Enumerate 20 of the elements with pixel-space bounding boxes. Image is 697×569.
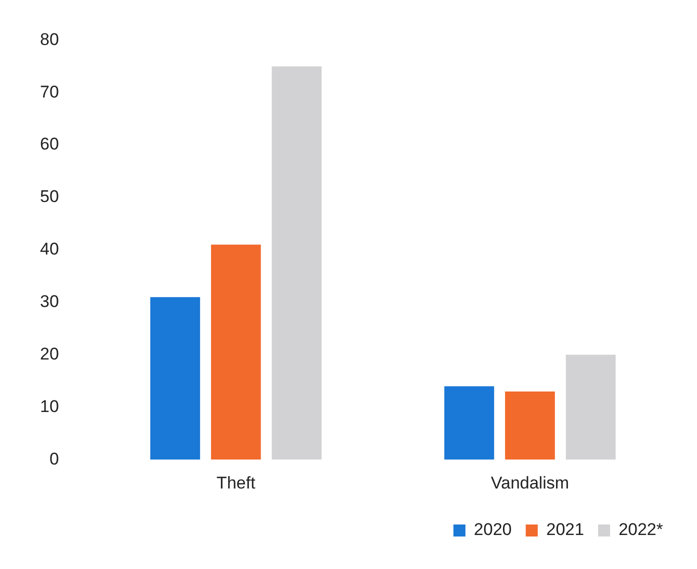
y-tick-label: 10: [40, 396, 59, 416]
x-tick-label: Vandalism: [490, 473, 570, 492]
bar: [566, 354, 616, 460]
y-tick-label: 70: [40, 82, 59, 102]
bar: [272, 66, 322, 460]
y-tick-label: 30: [40, 292, 59, 312]
y-tick-label: 50: [40, 187, 59, 206]
bar: [505, 391, 555, 460]
bar: [211, 244, 261, 460]
legend-label: 2022*: [618, 520, 664, 540]
y-tick-label: 40: [40, 240, 59, 259]
legend-label: 2020: [474, 520, 512, 540]
y-tick-label: 0: [49, 449, 59, 468]
bar: [444, 386, 494, 460]
x-tick-label: Theft: [216, 473, 256, 492]
y-tick-label: 20: [40, 344, 59, 364]
legend-label: 2021: [546, 520, 584, 540]
bar: [150, 297, 200, 460]
y-tick-label: 80: [40, 30, 59, 49]
y-tick-label: 60: [40, 134, 59, 154]
